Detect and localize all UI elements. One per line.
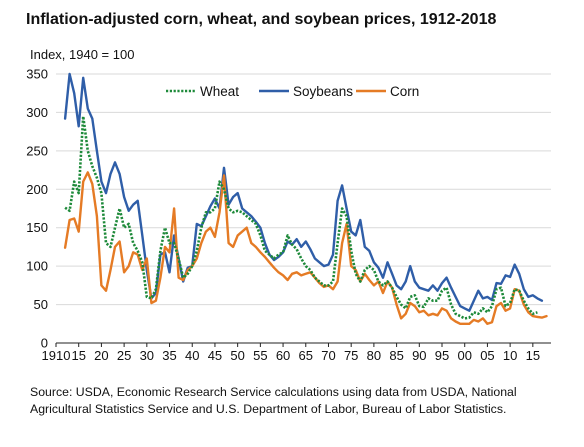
x-tick-label: 15 <box>71 348 85 363</box>
x-tick-label: 35 <box>162 348 176 363</box>
y-tick-label: 50 <box>34 297 48 312</box>
y-axis-ticks: 0 50 100 150 200 250 300 350 <box>26 67 48 351</box>
x-tick-label: 85 <box>389 348 403 363</box>
x-tick-label: 15 <box>526 348 540 363</box>
x-tick-label: 95 <box>435 348 449 363</box>
x-tick-label: 05 <box>480 348 494 363</box>
series-line-soybeans <box>63 72 544 312</box>
legend-item-corn: Corn <box>356 84 419 99</box>
x-tick-label: 00 <box>457 348 471 363</box>
legend-label: Corn <box>390 84 419 99</box>
y-tick-label: 200 <box>26 182 48 197</box>
y-tick-label: 0 <box>41 336 48 351</box>
x-tick-label: 65 <box>299 348 313 363</box>
series-line-wheat <box>64 115 538 320</box>
legend-item-soybeans: Soybeans <box>259 84 353 99</box>
legend: Wheat Soybeans Corn <box>166 84 419 99</box>
x-tick-label: 1910 <box>42 348 71 363</box>
y-axis-unit-label: Index, 1940 = 100 <box>30 47 135 62</box>
source-note: Source: USDA, Economic Research Service … <box>30 385 517 416</box>
x-tick-label: 25 <box>117 348 131 363</box>
x-tick-label: 55 <box>253 348 267 363</box>
legend-label: Soybeans <box>293 84 353 99</box>
x-tick-label: 30 <box>140 348 154 363</box>
x-tick-label: 50 <box>230 348 244 363</box>
legend-item-wheat: Wheat <box>166 84 239 99</box>
x-tick-label: 45 <box>208 348 222 363</box>
series-line-corn <box>63 171 548 325</box>
y-tick-label: 250 <box>26 143 48 158</box>
gridlines <box>56 73 551 344</box>
x-axis-ticks: 1910 15 20 25 30 35 40 45 50 55 60 65 70 75 80 85 90 95 00… <box>42 343 540 363</box>
x-tick-label: 10 <box>503 348 517 363</box>
chart-title: Inflation-adjusted corn, wheat, and soyb… <box>26 11 497 28</box>
legend-label: Wheat <box>200 84 239 99</box>
y-tick-label: 300 <box>26 105 48 120</box>
x-tick-label: 90 <box>412 348 426 363</box>
x-tick-label: 80 <box>367 348 381 363</box>
series-lines <box>63 72 548 325</box>
x-tick-label: 70 <box>321 348 335 363</box>
x-tick-label: 40 <box>185 348 199 363</box>
x-tick-label: 60 <box>276 348 290 363</box>
y-tick-label: 100 <box>26 259 48 274</box>
x-tick-label: 75 <box>344 348 358 363</box>
y-tick-label: 350 <box>26 67 48 82</box>
y-tick-label: 150 <box>26 220 48 235</box>
x-tick-label: 20 <box>94 348 108 363</box>
